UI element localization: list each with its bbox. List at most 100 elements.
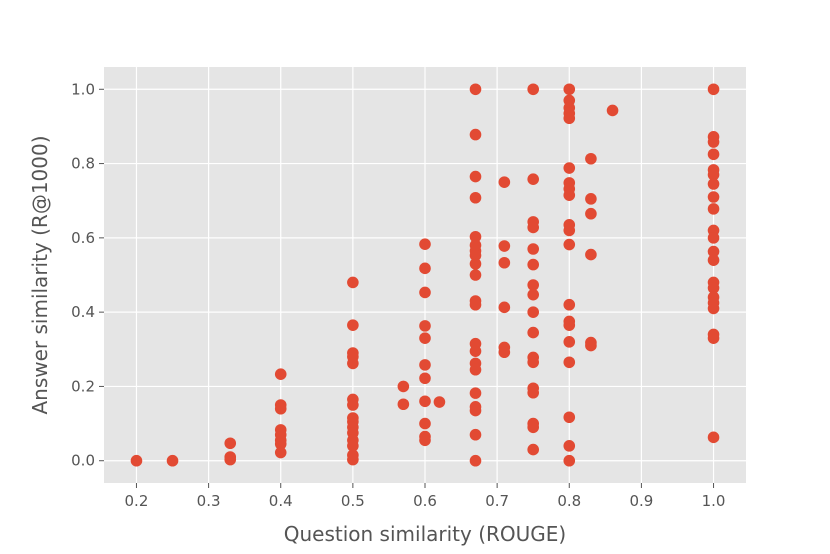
scatter-point: [707, 302, 720, 315]
scatter-point: [419, 320, 431, 332]
scatter-point: [707, 178, 720, 190]
data-points: [130, 83, 720, 467]
y-tick-label: 0.4: [71, 303, 95, 321]
scatter-point: [166, 454, 179, 467]
scatter-point: [469, 258, 482, 270]
scatter-point: [469, 404, 482, 417]
scatter-point: [347, 453, 359, 466]
scatter-point: [469, 83, 482, 96]
scatter-point: [274, 368, 287, 380]
scatter-point: [469, 387, 482, 399]
scatter-point: [347, 276, 359, 289]
x-axis-label: Question similarity (ROUGE): [284, 522, 566, 546]
scatter-point: [707, 254, 720, 266]
scatter-point: [469, 170, 482, 183]
scatter-point: [563, 162, 576, 174]
scatter-point: [563, 356, 576, 369]
scatter-point: [419, 417, 431, 430]
scatter-point: [469, 298, 482, 311]
x-tick-label: 0.4: [269, 492, 293, 510]
scatter-point: [563, 238, 576, 251]
scatter-point: [419, 238, 431, 250]
scatter-point: [585, 207, 597, 220]
scatter-point: [419, 359, 431, 371]
scatter-point: [707, 431, 720, 444]
x-axis-ticks: 0.2 0.3 0.4 0.5 0.6 0.7 0.8 0.9 1.0: [125, 483, 725, 510]
scatter-point: [563, 189, 576, 201]
scatter-point: [527, 356, 540, 369]
scatter-point: [347, 399, 359, 411]
scatter-point: [707, 83, 720, 96]
scatter-point: [469, 128, 482, 141]
scatter-point: [469, 345, 482, 357]
scatter-point: [606, 104, 619, 117]
scatter-point: [563, 224, 576, 237]
x-tick-label: 0.9: [629, 492, 653, 510]
scatter-point: [469, 249, 482, 262]
scatter-point: [563, 454, 576, 467]
y-tick-label: 0.0: [71, 452, 95, 470]
scatter-point: [469, 269, 482, 281]
scatter-point: [433, 396, 446, 408]
scatter-point: [469, 191, 482, 204]
scatter-point: [563, 83, 576, 96]
scatter-point: [707, 203, 720, 215]
scatter-point: [419, 262, 431, 275]
scatter-point: [419, 434, 431, 447]
scatter-point: [419, 372, 431, 385]
scatter-point: [419, 395, 431, 408]
scatter-point: [563, 440, 576, 452]
scatter-point: [527, 279, 540, 291]
scatter-point: [707, 191, 720, 203]
scatter-point: [498, 176, 511, 188]
scatter-point: [347, 357, 359, 370]
scatter-point: [585, 339, 597, 352]
scatter-point: [469, 428, 482, 441]
scatter-point: [498, 240, 511, 252]
x-tick-label: 0.2: [125, 492, 149, 510]
scatter-point: [527, 243, 540, 255]
scatter-point: [397, 380, 410, 393]
y-axis-label: Answer similarity (R@1000): [28, 135, 52, 414]
scatter-point: [130, 454, 143, 467]
y-axis-ticks: 0.0 0.2 0.4 0.6 0.8 1.0: [71, 80, 104, 470]
scatter-point: [707, 232, 720, 244]
scatter-point: [563, 411, 576, 424]
x-tick-label: 0.8: [557, 492, 581, 510]
scatter-point: [274, 402, 287, 415]
scatter-point: [224, 437, 237, 450]
scatter-point: [707, 245, 720, 258]
scatter-point: [469, 454, 482, 467]
scatter-point: [527, 443, 540, 456]
scatter-point: [527, 306, 540, 318]
scatter-point: [397, 398, 410, 411]
scatter-point: [527, 326, 540, 339]
scatter-point: [707, 282, 720, 294]
scatter-point: [274, 438, 287, 450]
x-tick-label: 0.6: [413, 492, 437, 510]
scatter-point: [707, 332, 720, 344]
y-tick-label: 1.0: [71, 80, 95, 98]
scatter-point: [498, 346, 511, 359]
scatter-point: [469, 230, 482, 243]
scatter-point: [563, 319, 576, 331]
scatter-point: [585, 193, 597, 205]
scatter-point: [347, 440, 359, 452]
scatter-point: [527, 386, 540, 399]
scatter-point: [585, 152, 597, 165]
x-tick-label: 0.3: [197, 492, 221, 510]
scatter-point: [527, 173, 540, 185]
y-tick-label: 0.6: [71, 229, 95, 247]
y-tick-label: 0.2: [71, 377, 95, 395]
scatter-point: [563, 112, 576, 125]
x-tick-label: 0.7: [485, 492, 509, 510]
scatter-point: [224, 453, 237, 466]
scatter-point: [527, 258, 540, 271]
scatter-point: [527, 288, 540, 301]
scatter-point: [498, 301, 511, 314]
scatter-point: [498, 256, 511, 269]
scatter-point: [527, 221, 540, 234]
scatter-point: [707, 136, 720, 148]
scatter-point: [563, 298, 576, 311]
